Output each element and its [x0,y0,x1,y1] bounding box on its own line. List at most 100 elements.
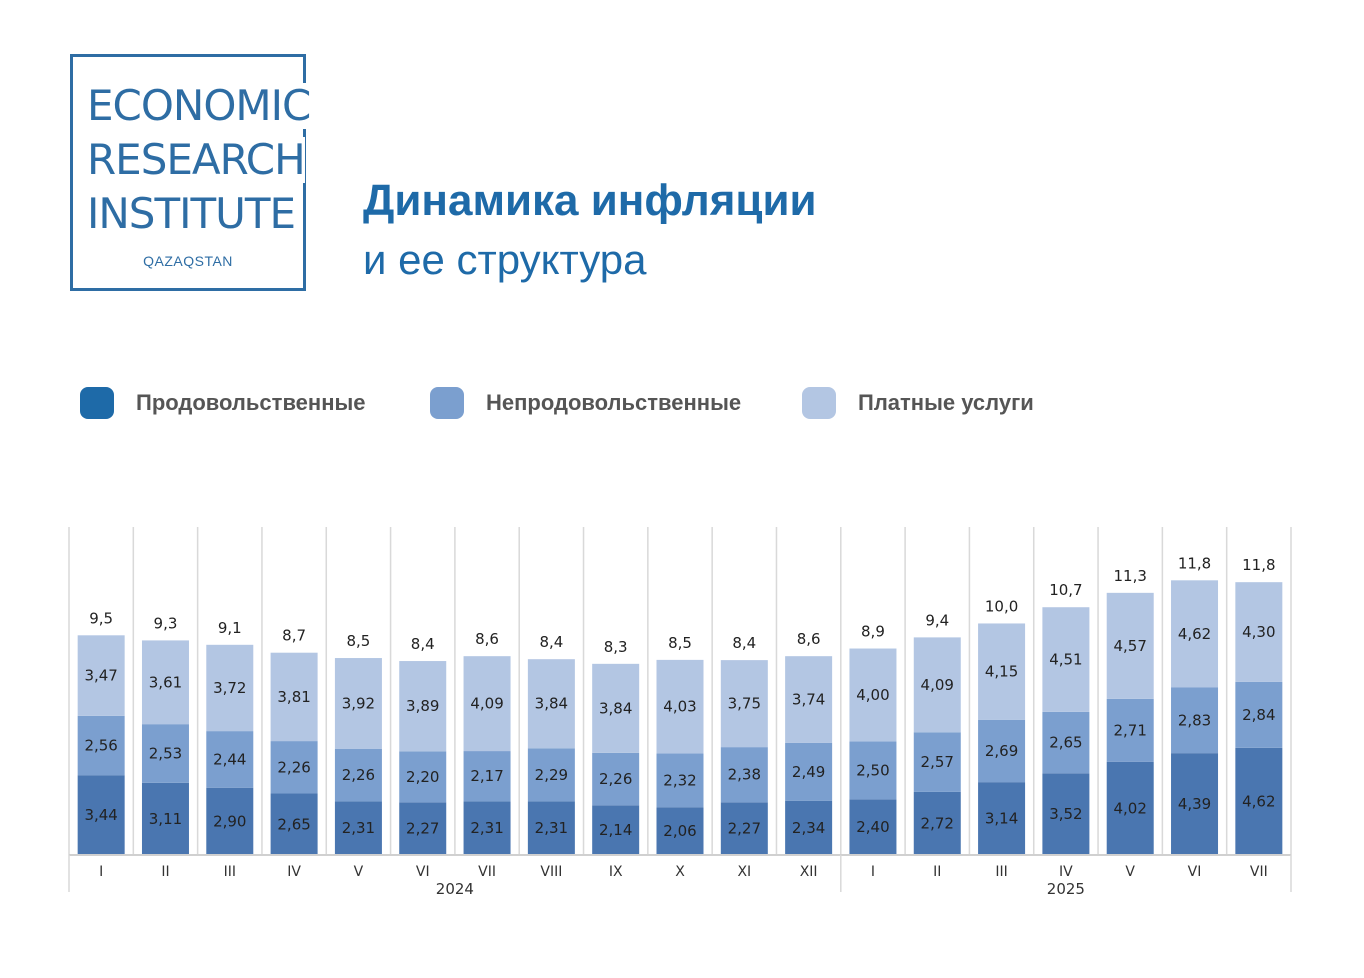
data-label: 2,56 [84,736,117,754]
data-label: 4,39 [1178,795,1211,813]
data-label: 4,30 [1242,623,1275,641]
bar-segment-food [1042,773,1090,855]
bar-segment-services [270,652,318,742]
bar-segment-nonfood [334,748,382,802]
data-label: 3,44 [84,806,117,824]
x-tick-label: XI [737,864,751,880]
legend-label-food: Продовольственные [136,390,366,415]
total-label: 9,4 [925,611,949,629]
x-tick-label: XII [800,864,818,880]
legend-swatch-nonfood [430,387,464,419]
total-label: 9,3 [154,614,178,632]
year-label: 2024 [436,880,474,898]
data-label: 4,15 [985,663,1018,681]
total-label: 11,8 [1178,554,1211,572]
bar-segment-nonfood [978,719,1026,783]
bar-segment-services [77,635,125,716]
data-label: 2,31 [470,819,503,837]
data-label: 2,84 [1242,706,1275,724]
bar-segment-nonfood [656,753,704,808]
data-label: 2,90 [213,812,246,830]
bar-segment-food [978,782,1026,855]
bar-segment-nonfood [527,748,575,802]
x-tick-label: VII [478,864,496,880]
data-label: 4,62 [1242,792,1275,810]
bar-segment-services [720,660,768,748]
bar-segment-services [206,644,254,732]
data-label: 3,14 [985,810,1018,828]
data-label: 2,20 [406,768,439,786]
data-label: 2,44 [213,750,246,768]
data-label: 2,32 [663,771,696,789]
data-label: 3,72 [213,679,246,697]
bar-segment-nonfood [913,732,961,792]
total-label: 8,4 [411,635,435,653]
data-label: 3,74 [792,691,825,709]
total-label: 8,6 [475,630,499,648]
data-label: 3,84 [535,695,568,713]
bar-segment-food [399,802,447,855]
bar-segment-food [656,807,704,855]
data-label: 2,26 [342,766,375,784]
legend-label-services: Платные услуги [858,390,1034,415]
data-label: 3,52 [1049,805,1082,823]
data-label: 4,03 [663,698,696,716]
bar-segment-nonfood [720,747,768,803]
logo-subtitle: QAZAQSTAN [143,253,233,269]
bar-segment-food [785,800,833,855]
data-label: 2,34 [792,819,825,837]
x-tick-label: III [224,864,236,880]
logo-line-institute: INSTITUTE [87,189,296,238]
legend-item-nonfood: Непродовольственные [430,386,741,420]
bar-segment-services [1235,582,1283,682]
bar-segment-services [656,659,704,754]
x-tick-label: VI [1188,864,1202,880]
bar-segment-food [141,782,189,855]
x-tick-label: III [995,864,1007,880]
data-label: 3,75 [728,695,761,713]
bar-segment-nonfood [1171,687,1219,754]
bar-segment-food [1171,753,1219,855]
logo-line-research: RESEARCH [87,135,306,184]
legend-label-nonfood: Непродовольственные [486,390,742,415]
bar-segment-food [463,801,511,855]
bar-segment-food [592,805,640,855]
total-label: 9,1 [218,619,242,637]
x-tick-label: IV [287,864,301,880]
x-tick-label: I [99,864,103,880]
data-label: 4,62 [1178,625,1211,643]
bar-segment-services [527,659,575,749]
data-label: 4,09 [470,695,503,713]
x-tick-label: VI [416,864,430,880]
bar-segment-food [1235,747,1283,855]
bar-segment-food [527,801,575,855]
data-label: 2,72 [921,814,954,832]
data-label: 2,69 [985,742,1018,760]
total-label: 10,7 [1049,581,1082,599]
bar-segment-services [1042,607,1090,712]
x-tick-label: IV [1059,864,1073,880]
data-label: 3,92 [342,695,375,713]
chart-legend: Продовольственные Непродовольственные Пл… [0,386,1364,422]
bar-segment-nonfood [270,741,318,794]
x-tick-label: VIII [540,864,562,880]
data-label: 4,51 [1049,651,1082,669]
data-label: 2,26 [277,758,310,776]
data-label: 4,00 [856,686,889,704]
bar-segment-nonfood [1042,711,1090,774]
data-label: 4,02 [1114,799,1147,817]
bar-segment-services [913,637,961,733]
legend-item-services: Платные услуги [802,386,1034,420]
bar-segment-food [913,791,961,855]
page-subtitle: и ее структура [363,236,647,283]
data-label: 3,89 [406,697,439,715]
x-tick-label: IX [609,864,623,880]
data-label: 2,65 [277,815,310,833]
data-label: 2,65 [1049,734,1082,752]
bar-segment-nonfood [849,741,897,800]
legend-swatch-services [802,387,836,419]
data-label: 2,53 [149,745,182,763]
data-label: 3,84 [599,699,632,717]
x-tick-label: V [1125,864,1135,880]
